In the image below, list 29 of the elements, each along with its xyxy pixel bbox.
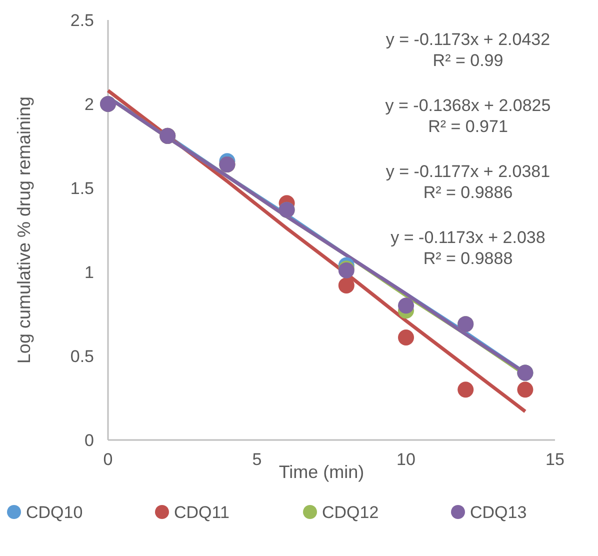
y-tick-label: 2 xyxy=(84,95,94,114)
y-tick-label: 1 xyxy=(84,263,94,282)
legend-label: CDQ10 xyxy=(26,503,83,522)
annotation: y = -0.1173x + 2.038 xyxy=(390,228,546,247)
legend-label: CDQ11 xyxy=(174,503,230,522)
point xyxy=(338,277,354,294)
annotation: y = -0.1368x + 2.0825 xyxy=(385,96,551,115)
annotation: R² = 0.9888 xyxy=(423,249,513,268)
y-tick-label: 0.5 xyxy=(70,347,94,366)
x-tick-label: 0 xyxy=(103,450,113,469)
point xyxy=(458,382,474,398)
x-tick-label: 5 xyxy=(252,450,262,469)
legend-label: CDQ13 xyxy=(470,503,527,522)
y-tick-label: 1.5 xyxy=(70,179,94,198)
y-tick-label: 0 xyxy=(84,431,94,450)
x-tick-label: 10 xyxy=(396,450,416,469)
point xyxy=(517,382,534,398)
x-tick-label: 15 xyxy=(546,450,564,469)
point xyxy=(398,298,414,314)
annotation: R² = 0.971 xyxy=(428,117,508,136)
y-axis-title: Log cumulative % drug remaining xyxy=(14,96,34,364)
annotation: y = -0.1177x + 2.0381 xyxy=(386,162,550,181)
y-tick-label: 2.5 xyxy=(70,11,94,30)
annotation: R² = 0.9886 xyxy=(423,183,513,202)
x-axis-title: Time (min) xyxy=(278,462,364,482)
annotation: y = -0.1173x + 2.0432 xyxy=(386,30,550,49)
point xyxy=(398,330,414,346)
legend-label: CDQ12 xyxy=(322,503,379,522)
annotation: R² = 0.99 xyxy=(432,51,504,70)
